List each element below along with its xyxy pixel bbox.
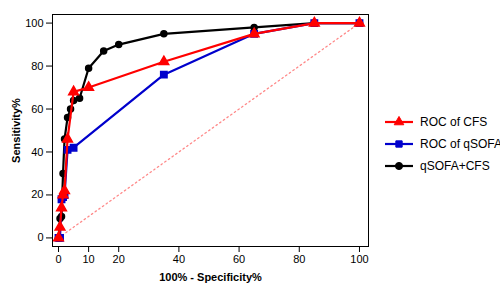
svg-text:100% - Specificity%: 100% - Specificity% xyxy=(159,271,262,283)
svg-text:60: 60 xyxy=(233,253,245,265)
svg-text:Sensitivity%: Sensitivity% xyxy=(10,98,22,163)
svg-text:10: 10 xyxy=(82,253,94,265)
svg-text:80: 80 xyxy=(293,253,305,265)
svg-text:20: 20 xyxy=(31,188,43,200)
svg-text:40: 40 xyxy=(173,253,185,265)
svg-text:0: 0 xyxy=(37,231,43,243)
svg-text:60: 60 xyxy=(31,103,43,115)
svg-text:100: 100 xyxy=(25,17,43,29)
svg-text:20: 20 xyxy=(113,253,125,265)
svg-text:80: 80 xyxy=(31,60,43,72)
svg-text:100: 100 xyxy=(350,253,368,265)
svg-text:40: 40 xyxy=(31,146,43,158)
html-text:ROC of CFS: ROC of CFS xyxy=(420,115,488,129)
html-text:qSOFA+CFS: qSOFA+CFS xyxy=(420,159,490,173)
svg-text:0: 0 xyxy=(55,253,61,265)
